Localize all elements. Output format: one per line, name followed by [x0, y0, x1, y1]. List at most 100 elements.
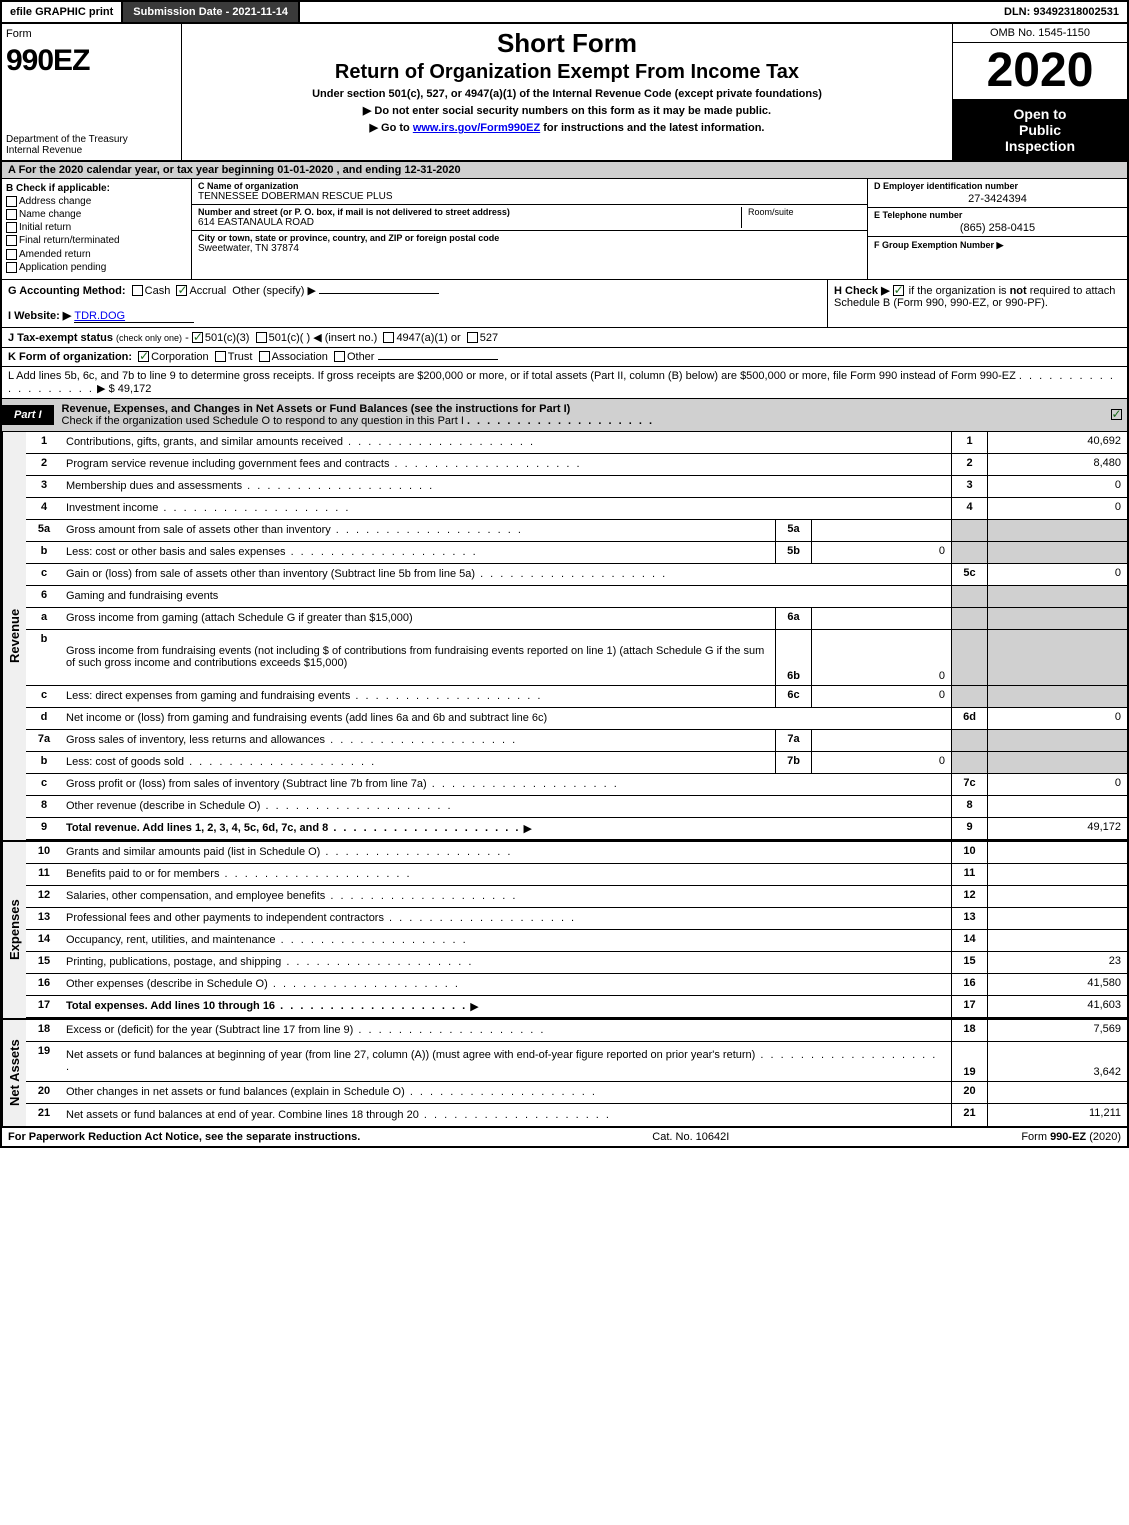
ck-527[interactable]	[467, 332, 478, 343]
line-4: 4 Investment income 4 0	[26, 498, 1127, 520]
ck-final-return[interactable]: Final return/terminated	[6, 235, 187, 246]
efile-label: efile GRAPHIC print	[2, 2, 123, 22]
group-exemption-row: F Group Exemption Number ▶	[868, 237, 1127, 253]
part1-schedule-o-check[interactable]	[1107, 409, 1127, 421]
dln: DLN: 93492318002531	[996, 2, 1127, 22]
paperwork-notice: For Paperwork Reduction Act Notice, see …	[8, 1131, 360, 1143]
line-5b: b Less: cost or other basis and sales ex…	[26, 542, 1127, 564]
ck-4947[interactable]	[383, 332, 394, 343]
f-label: F Group Exemption Number ▶	[874, 240, 1003, 250]
expenses-section: Expenses 10 Grants and similar amounts p…	[0, 840, 1129, 1018]
goto-link[interactable]: www.irs.gov/Form990EZ	[413, 122, 540, 134]
line-20: 20 Other changes in net assets or fund b…	[26, 1082, 1127, 1104]
line-6b: b Gross income from fundraising events (…	[26, 630, 1127, 686]
ck-h[interactable]	[893, 285, 904, 296]
open-to: Open to	[957, 106, 1123, 122]
ck-501c[interactable]	[256, 332, 267, 343]
i-row: I Website: ▶ TDR.DOG	[8, 309, 821, 323]
exempt-title: Return of Organization Exempt From Incom…	[190, 61, 944, 84]
section-a: A For the 2020 calendar year, or tax yea…	[0, 162, 1129, 179]
j-label: J Tax-exempt status	[8, 332, 113, 344]
line-7a: 7a Gross sales of inventory, less return…	[26, 730, 1127, 752]
ck-cash[interactable]	[132, 285, 143, 296]
street-row: Number and street (or P. O. box, if mail…	[192, 205, 867, 231]
row-k: K Form of organization: Corporation Trus…	[0, 348, 1129, 367]
form-id: 990EZ	[6, 44, 177, 78]
g-left: G Accounting Method: Cash Accrual Other …	[2, 280, 827, 327]
line-21: 21 Net assets or fund balances at end of…	[26, 1104, 1127, 1126]
cat-no: Cat. No. 10642I	[652, 1131, 729, 1143]
ck-other-org[interactable]	[334, 351, 345, 362]
h-right: H Check ▶ if the organization is not req…	[827, 280, 1127, 327]
line-1: 1 Contributions, gifts, grants, and simi…	[26, 432, 1127, 454]
line-6a: a Gross income from gaming (attach Sched…	[26, 608, 1127, 630]
h-not: not	[1010, 285, 1027, 297]
line-12: 12 Salaries, other compensation, and emp…	[26, 886, 1127, 908]
line-11: 11 Benefits paid to or for members 11	[26, 864, 1127, 886]
h-label: H Check ▶	[834, 285, 890, 297]
part1-title: Revenue, Expenses, and Changes in Net As…	[62, 399, 1107, 431]
ck-application-pending[interactable]: Application pending	[6, 262, 187, 273]
street-value: 614 EASTANAULA ROAD	[198, 217, 741, 228]
org-name: TENNESSEE DOBERMAN RESCUE PLUS	[198, 191, 861, 202]
netassets-lines: 18 Excess or (deficit) for the year (Sub…	[26, 1020, 1127, 1126]
ck-assoc[interactable]	[259, 351, 270, 362]
g-row: G Accounting Method: Cash Accrual Other …	[8, 284, 821, 297]
street-label: Number and street (or P. O. box, if mail…	[198, 207, 741, 217]
ck-501c3[interactable]	[192, 332, 203, 343]
row-j: J Tax-exempt status (check only one) - 5…	[0, 328, 1129, 348]
g-other-line[interactable]	[319, 293, 439, 294]
block-gh: G Accounting Method: Cash Accrual Other …	[0, 280, 1129, 328]
goto-prefix: ▶ Go to	[370, 122, 413, 134]
top-bar: efile GRAPHIC print Submission Date - 20…	[0, 0, 1129, 24]
block-b-left: B Check if applicable: Address change Na…	[2, 179, 192, 279]
line-16: 16 Other expenses (describe in Schedule …	[26, 974, 1127, 996]
ck-trust[interactable]	[215, 351, 226, 362]
part1-badge: Part I	[2, 405, 54, 425]
line-5c: c Gain or (loss) from sale of assets oth…	[26, 564, 1127, 586]
line-17: 17 Total expenses. Add lines 10 through …	[26, 996, 1127, 1018]
website-value[interactable]: TDR.DOG	[74, 310, 194, 323]
city-value: Sweetwater, TN 37874	[198, 243, 861, 254]
under-section: Under section 501(c), 527, or 4947(a)(1)…	[190, 88, 944, 100]
k-other-line[interactable]	[378, 359, 498, 360]
ck-initial-return[interactable]: Initial return	[6, 222, 187, 233]
side-expenses: Expenses	[2, 842, 26, 1018]
inspection: Inspection	[957, 138, 1123, 154]
line-18: 18 Excess or (deficit) for the year (Sub…	[26, 1020, 1127, 1042]
line-5a: 5a Gross amount from sale of assets othe…	[26, 520, 1127, 542]
ck-address-change[interactable]: Address change	[6, 196, 187, 207]
expenses-lines: 10 Grants and similar amounts paid (list…	[26, 842, 1127, 1018]
org-name-row: C Name of organization TENNESSEE DOBERMA…	[192, 179, 867, 205]
e-label: E Telephone number	[874, 210, 1121, 220]
l-amount: $ 49,172	[109, 383, 152, 395]
ck-name-change[interactable]: Name change	[6, 209, 187, 220]
c-label: C Name of organization	[198, 181, 861, 191]
ein-value: 27-3424394	[874, 193, 1121, 205]
omb-number: OMB No. 1545-1150	[953, 24, 1127, 43]
l-arrow: ▶	[97, 383, 105, 395]
line-7b: b Less: cost of goods sold 7b 0	[26, 752, 1127, 774]
ck-accrual[interactable]	[176, 285, 187, 296]
line-13: 13 Professional fees and other payments …	[26, 908, 1127, 930]
line-2: 2 Program service revenue including gove…	[26, 454, 1127, 476]
form-header: Form 990EZ Department of the Treasury In…	[0, 24, 1129, 162]
page-footer: For Paperwork Reduction Act Notice, see …	[0, 1128, 1129, 1148]
ck-amended-return[interactable]: Amended return	[6, 249, 187, 260]
submission-date: Submission Date - 2021-11-14	[123, 2, 300, 22]
ck-corp[interactable]	[138, 351, 149, 362]
g-label: G Accounting Method:	[8, 285, 126, 297]
city-label: City or town, state or province, country…	[198, 233, 861, 243]
room-label: Room/suite	[748, 207, 861, 217]
line-19: 19 Net assets or fund balances at beginn…	[26, 1042, 1127, 1082]
side-netassets: Net Assets	[2, 1020, 26, 1126]
ssn-warning: ▶ Do not enter social security numbers o…	[190, 104, 944, 117]
revenue-lines: 1 Contributions, gifts, grants, and simi…	[26, 432, 1127, 840]
i-label: I Website: ▶	[8, 310, 71, 322]
inspection-box: Open to Public Inspection	[953, 100, 1127, 160]
block-c: C Name of organization TENNESSEE DOBERMA…	[192, 179, 867, 279]
line-15: 15 Printing, publications, postage, and …	[26, 952, 1127, 974]
revenue-section: Revenue 1 Contributions, gifts, grants, …	[0, 432, 1129, 840]
city-row: City or town, state or province, country…	[192, 231, 867, 256]
ein-row: D Employer identification number 27-3424…	[868, 179, 1127, 208]
